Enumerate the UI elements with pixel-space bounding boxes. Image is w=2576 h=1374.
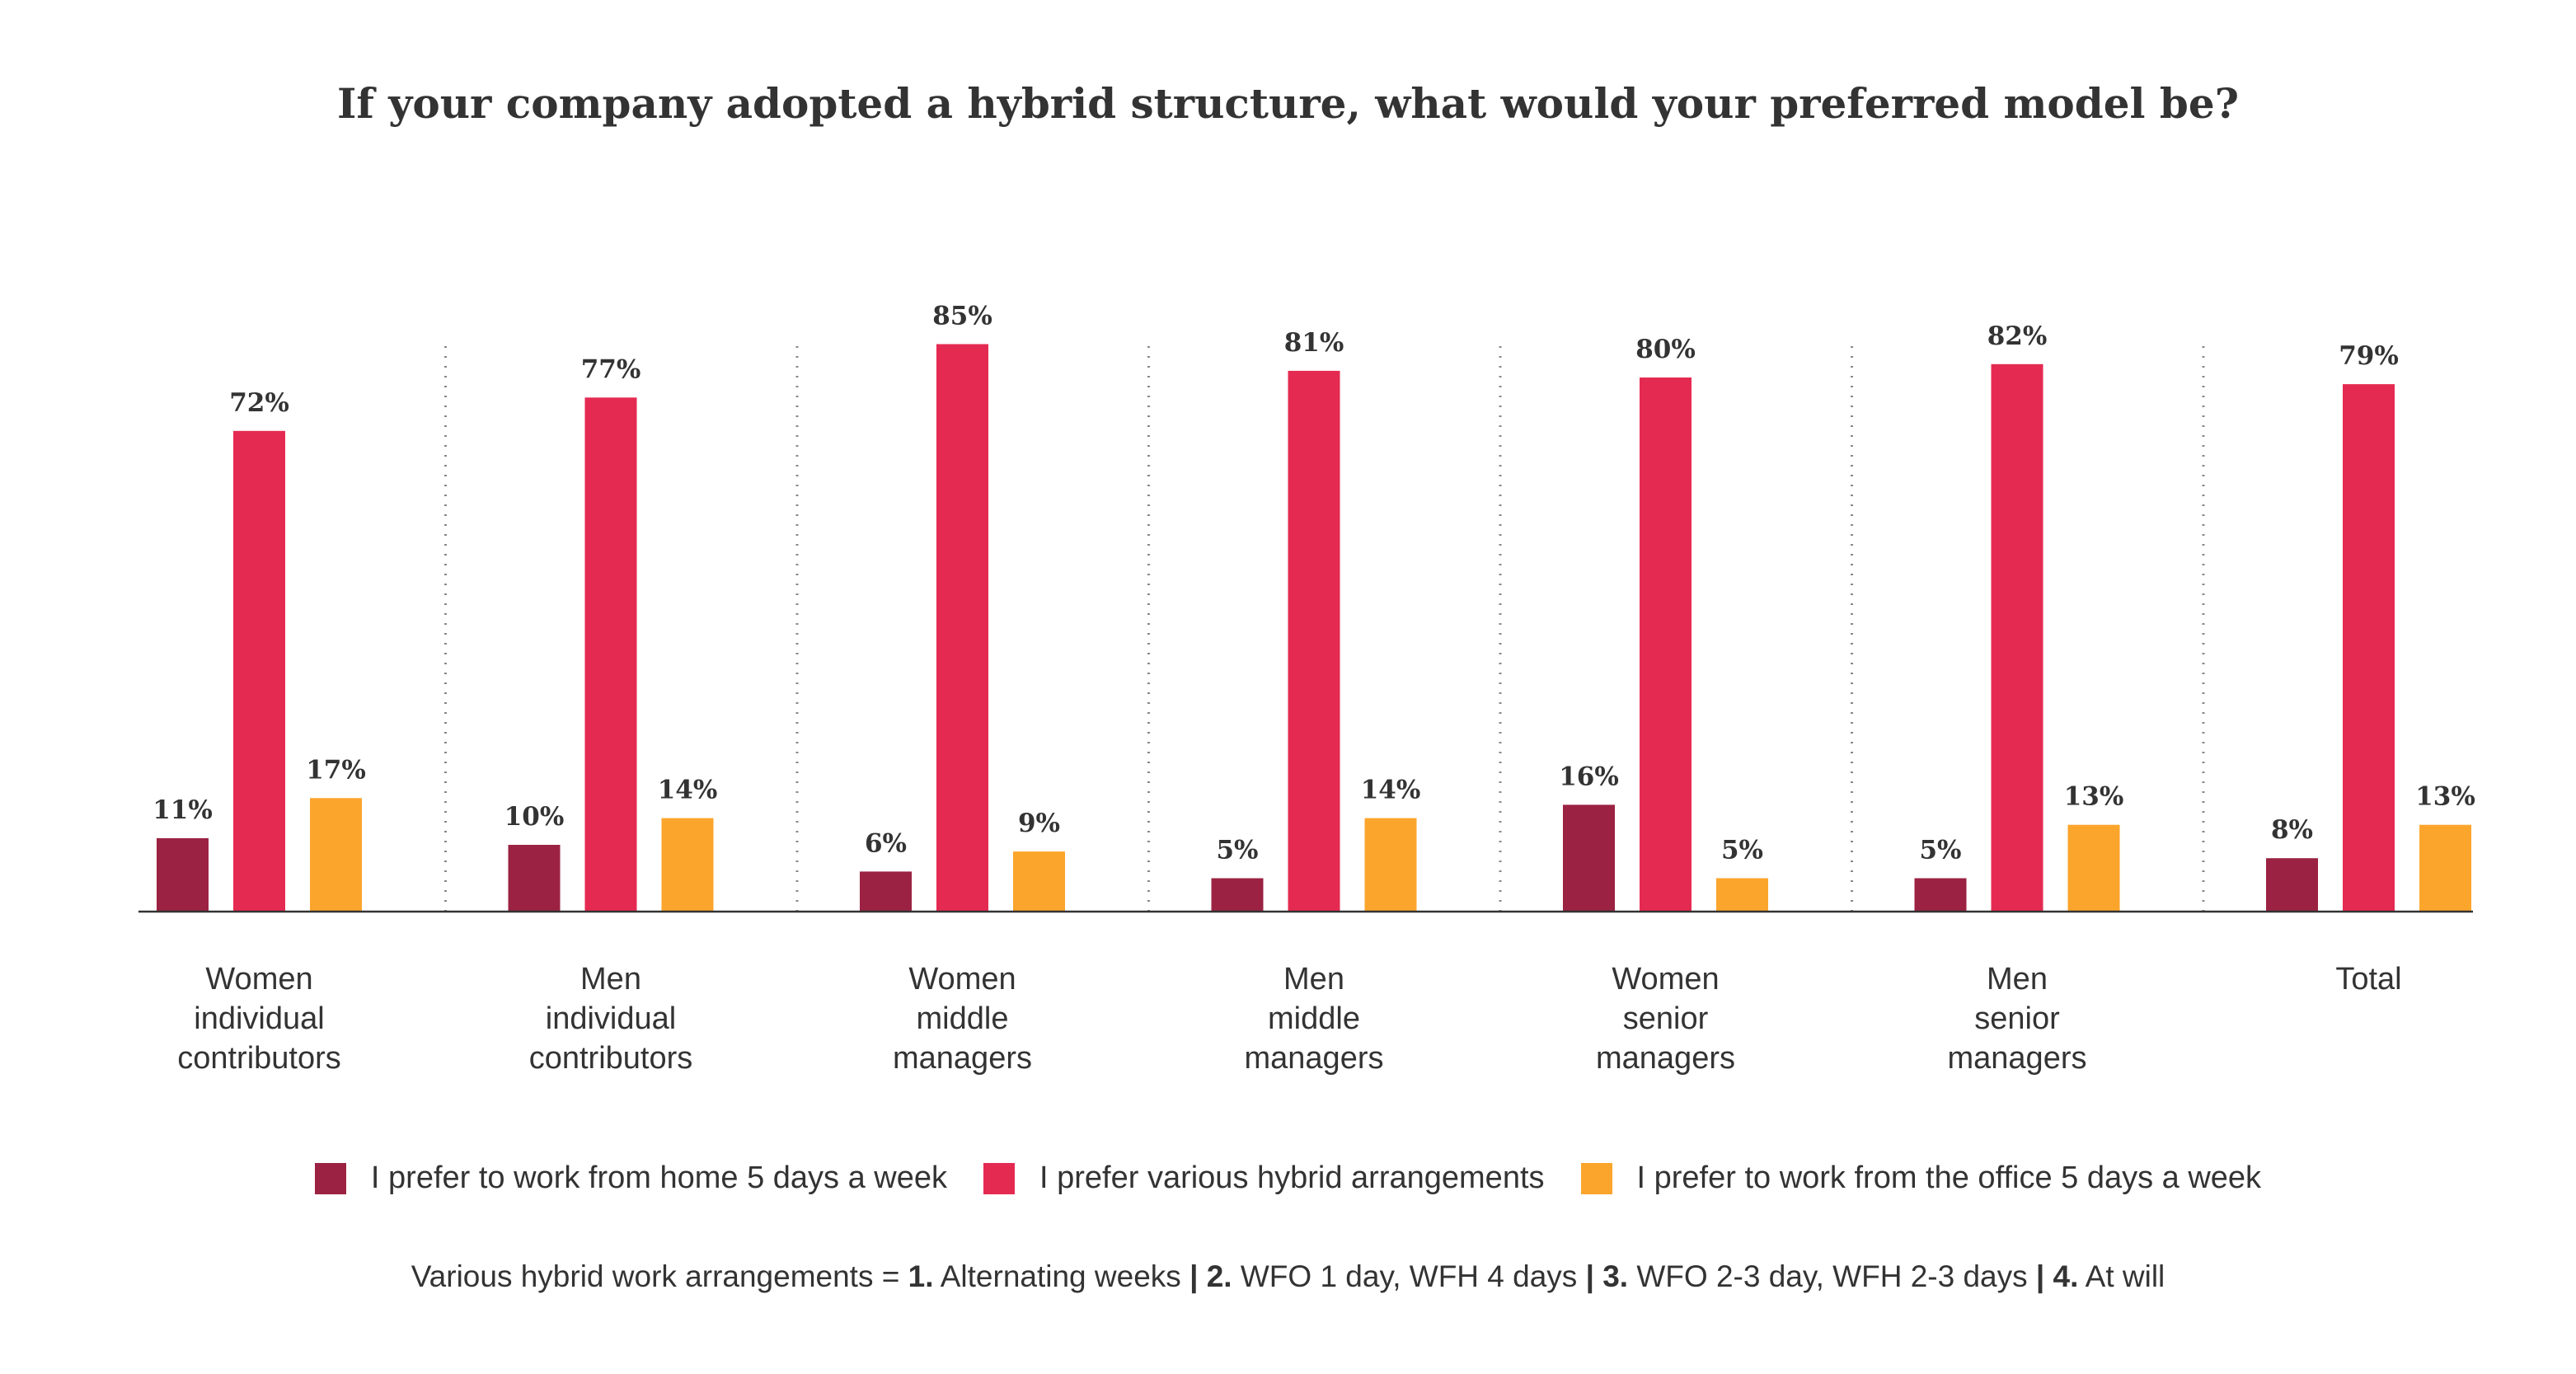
value-label: 8% bbox=[2271, 815, 2313, 845]
value-label: 77% bbox=[581, 354, 641, 384]
category-label: Total bbox=[2335, 962, 2401, 997]
value-label: 9% bbox=[1018, 809, 1060, 838]
legend: I prefer to work from home 5 days a week… bbox=[0, 1161, 2576, 1196]
bar bbox=[936, 344, 988, 912]
bar bbox=[1288, 370, 1340, 912]
bar bbox=[1640, 377, 1692, 912]
legend-swatch bbox=[1580, 1162, 1612, 1194]
value-label: 85% bbox=[932, 302, 992, 331]
value-label: 6% bbox=[865, 828, 907, 858]
bar bbox=[584, 397, 637, 912]
footnote-number: 3. bbox=[1602, 1259, 1629, 1293]
legend-swatch bbox=[983, 1162, 1015, 1194]
value-label: 79% bbox=[2339, 341, 2399, 371]
value-label: 13% bbox=[2064, 782, 2124, 812]
value-label: 82% bbox=[1987, 321, 2048, 351]
footnote-prefix: Various hybrid work arrangements = bbox=[411, 1259, 908, 1293]
legend-swatch bbox=[314, 1162, 346, 1194]
value-label: 80% bbox=[1635, 335, 1696, 364]
chart-title: If your company adopted a hybrid structu… bbox=[336, 79, 2239, 128]
legend-label: I prefer to work from home 5 days a week bbox=[370, 1161, 947, 1195]
bar bbox=[1013, 851, 1065, 912]
footnote-number: 1. bbox=[908, 1259, 934, 1293]
legend-item: I prefer various hybrid arrangements bbox=[983, 1161, 1545, 1196]
footnote-text: WFO 1 day, WFH 4 days bbox=[1232, 1259, 1578, 1293]
bar bbox=[2419, 824, 2471, 912]
bar bbox=[310, 798, 362, 912]
legend-label: I prefer to work from the office 5 days … bbox=[1636, 1161, 2262, 1195]
value-label: 5% bbox=[1216, 836, 1258, 865]
bar bbox=[661, 818, 714, 912]
footnote-separator: | bbox=[2027, 1259, 2053, 1293]
value-label: 17% bbox=[306, 755, 366, 785]
footnote-separator: | bbox=[1180, 1259, 1207, 1293]
legend-item: I prefer to work from home 5 days a week bbox=[314, 1161, 947, 1196]
footnote-number: 2. bbox=[1206, 1259, 1232, 1293]
bar bbox=[1563, 804, 1615, 912]
bar bbox=[1211, 878, 1264, 912]
bar bbox=[1364, 818, 1417, 912]
bar bbox=[1914, 878, 1967, 912]
bar bbox=[157, 837, 209, 912]
value-label: 11% bbox=[152, 795, 213, 825]
footnote: Various hybrid work arrangements = 1. Al… bbox=[0, 1259, 2576, 1294]
value-label: 72% bbox=[229, 388, 289, 418]
category-label: Men middle managers bbox=[1245, 962, 1384, 1076]
bar bbox=[1716, 878, 1768, 912]
category-label: Men senior managers bbox=[1948, 962, 2087, 1076]
category-label: Women individual contributors bbox=[177, 962, 341, 1076]
bar bbox=[1991, 363, 2043, 912]
legend-item: I prefer to work from the office 5 days … bbox=[1580, 1161, 2262, 1196]
value-label: 5% bbox=[1721, 836, 1763, 865]
bar bbox=[233, 430, 285, 912]
value-label: 13% bbox=[2415, 782, 2475, 812]
bar bbox=[2343, 384, 2395, 912]
value-label: 5% bbox=[1919, 836, 1961, 865]
bar bbox=[2266, 858, 2318, 912]
bar bbox=[2067, 824, 2120, 912]
legend-label: I prefer various hybrid arrangements bbox=[1039, 1161, 1545, 1195]
footnote-text: WFO 2-3 day, WFH 2-3 days bbox=[1628, 1259, 2028, 1293]
value-label: 10% bbox=[504, 802, 565, 832]
category-label: Women senior managers bbox=[1596, 962, 1735, 1076]
value-label: 14% bbox=[1361, 776, 1421, 805]
footnote-text: At will bbox=[2078, 1259, 2165, 1293]
bar bbox=[508, 845, 561, 912]
footnote-number: 4. bbox=[2053, 1259, 2079, 1293]
category-label: Women middle managers bbox=[893, 962, 1032, 1076]
value-label: 81% bbox=[1284, 328, 1344, 358]
value-label: 16% bbox=[1559, 762, 1619, 791]
footnote-text: Alternating weeks bbox=[933, 1259, 1181, 1293]
bar bbox=[860, 871, 912, 912]
category-label: Men individual contributors bbox=[529, 962, 693, 1076]
value-label: 14% bbox=[658, 776, 718, 805]
footnote-separator: | bbox=[1577, 1259, 1603, 1293]
